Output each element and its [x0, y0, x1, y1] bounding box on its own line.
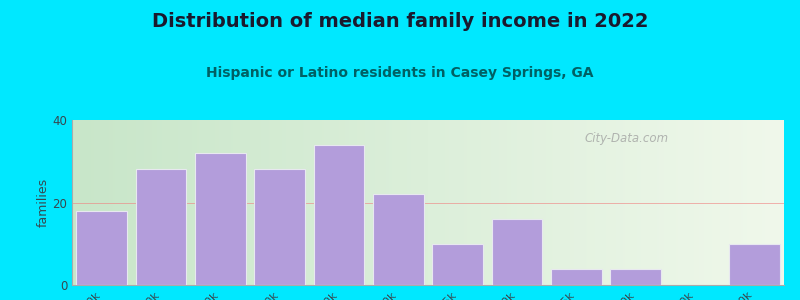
- Y-axis label: families: families: [37, 178, 50, 227]
- Bar: [492, 219, 542, 285]
- Bar: [77, 211, 127, 285]
- Bar: [195, 153, 246, 285]
- Bar: [136, 169, 186, 285]
- Text: City-Data.com: City-Data.com: [585, 131, 669, 145]
- Bar: [314, 145, 364, 285]
- Bar: [254, 169, 305, 285]
- Bar: [610, 268, 661, 285]
- Text: Hispanic or Latino residents in Casey Springs, GA: Hispanic or Latino residents in Casey Sp…: [206, 66, 594, 80]
- Bar: [729, 244, 779, 285]
- Bar: [551, 268, 602, 285]
- Bar: [373, 194, 423, 285]
- Text: Distribution of median family income in 2022: Distribution of median family income in …: [152, 12, 648, 31]
- Bar: [433, 244, 483, 285]
